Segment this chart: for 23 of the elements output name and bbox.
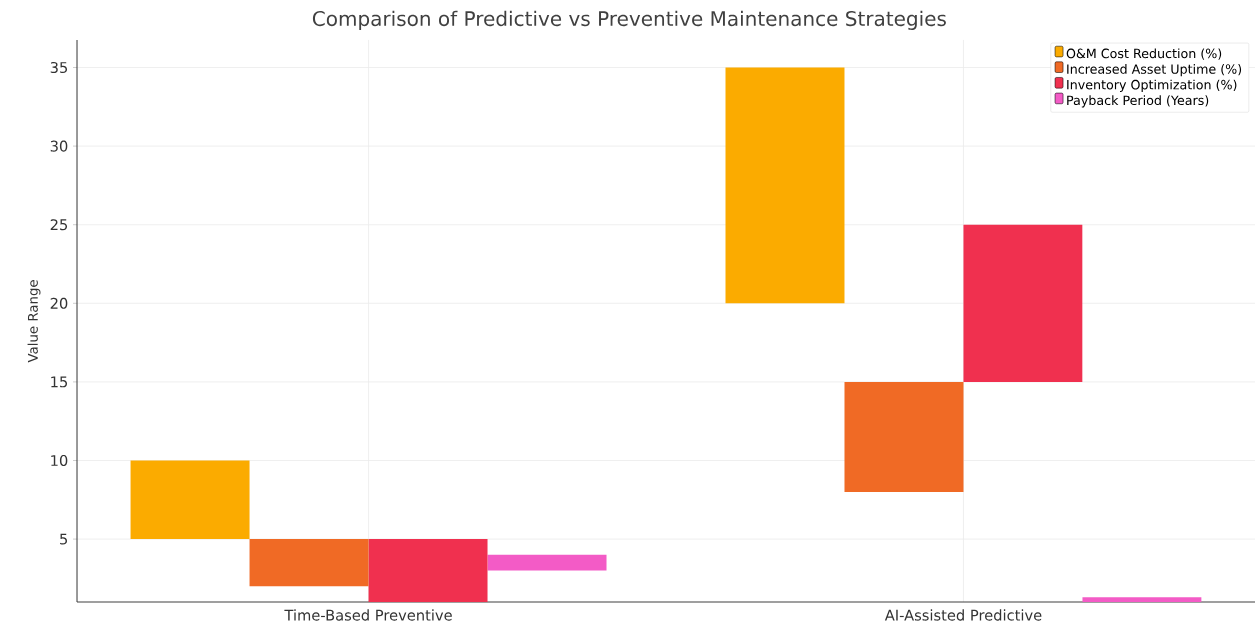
legend-label: Payback Period (Years) — [1067, 95, 1209, 108]
bar — [725, 67, 845, 304]
x-tick-label: AI-Assisted Predictive — [884, 609, 1042, 621]
bar — [249, 539, 369, 587]
y-tick-label: 15 — [51, 376, 68, 388]
legend-label: Increased Asset Uptime (%) — [1067, 64, 1242, 77]
bar — [844, 381, 964, 492]
legend-label: Inventory Optimization (%) — [1067, 79, 1237, 92]
y-tick-label: 30 — [50, 140, 68, 152]
bar — [130, 460, 250, 540]
bar — [487, 554, 607, 571]
chart-title: Comparison of Predictive vs Preventive Maintenance Strategies — [312, 10, 946, 30]
bar — [1082, 597, 1202, 602]
y-tick-label: 10 — [51, 454, 68, 467]
bar — [963, 224, 1083, 382]
y-tick-label: 25 — [50, 219, 68, 231]
x-tick-label: Time-Based Preventive — [284, 609, 452, 621]
y-axis-title: Value Range — [27, 280, 41, 363]
legend-label: O&M Cost Reduction (%) — [1066, 48, 1222, 60]
y-tick-label: 35 — [50, 61, 68, 74]
y-tick-label: 20 — [50, 297, 68, 309]
y-tick-label: 5 — [60, 533, 68, 545]
bar — [368, 539, 488, 602]
